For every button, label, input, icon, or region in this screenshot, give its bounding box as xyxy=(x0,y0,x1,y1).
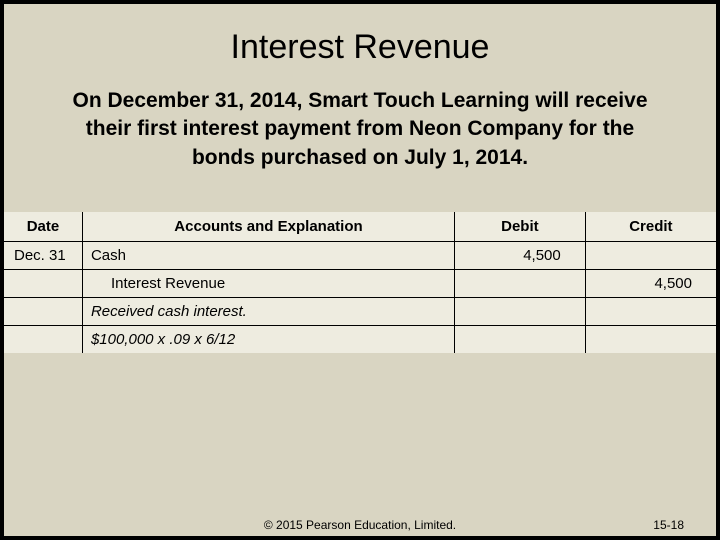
journal-entry-table: Date Accounts and Explanation Debit Cred… xyxy=(4,212,716,353)
header-debit: Debit xyxy=(455,212,586,242)
slide-container: Interest Revenue On December 31, 2014, S… xyxy=(4,4,716,536)
page-number: 15-18 xyxy=(653,518,684,532)
slide-title: Interest Revenue xyxy=(4,4,716,87)
journal-table-area: Date Accounts and Explanation Debit Cred… xyxy=(4,212,716,353)
slide-description: On December 31, 2014, Smart Touch Learni… xyxy=(4,87,716,172)
cell-credit: 4,500 xyxy=(585,270,716,298)
cell-calculation: $100,000 x .09 x 6/12 xyxy=(82,326,454,354)
header-credit: Credit xyxy=(585,212,716,242)
table-header-row: Date Accounts and Explanation Debit Cred… xyxy=(4,212,716,242)
cell-credit xyxy=(585,242,716,270)
cell-debit xyxy=(455,326,586,354)
copyright-text: © 2015 Pearson Education, Limited. xyxy=(4,518,716,532)
cell-date xyxy=(4,298,82,326)
table-row: $100,000 x .09 x 6/12 xyxy=(4,326,716,354)
cell-date xyxy=(4,270,82,298)
cell-debit xyxy=(455,270,586,298)
table-row: Dec. 31 Cash 4,500 xyxy=(4,242,716,270)
cell-debit: 4,500 xyxy=(455,242,586,270)
cell-explanation: Received cash interest. xyxy=(82,298,454,326)
cell-debit xyxy=(455,298,586,326)
cell-account: Interest Revenue xyxy=(82,270,454,298)
table-row: Interest Revenue 4,500 xyxy=(4,270,716,298)
header-accounts: Accounts and Explanation xyxy=(82,212,454,242)
cell-account: Cash xyxy=(82,242,454,270)
header-date: Date xyxy=(4,212,82,242)
cell-credit xyxy=(585,326,716,354)
table-row: Received cash interest. xyxy=(4,298,716,326)
cell-date: Dec. 31 xyxy=(4,242,82,270)
cell-credit xyxy=(585,298,716,326)
cell-date xyxy=(4,326,82,354)
